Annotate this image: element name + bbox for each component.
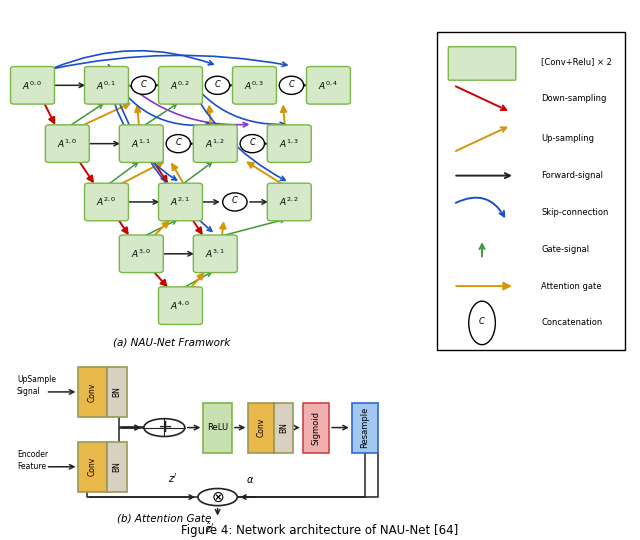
FancyBboxPatch shape xyxy=(232,66,276,104)
FancyBboxPatch shape xyxy=(159,66,202,104)
Text: Sigmoid: Sigmoid xyxy=(312,410,321,444)
Text: Skip-connection: Skip-connection xyxy=(541,208,609,217)
Text: BN: BN xyxy=(280,422,289,433)
FancyBboxPatch shape xyxy=(303,403,329,453)
FancyBboxPatch shape xyxy=(268,125,311,163)
FancyBboxPatch shape xyxy=(193,235,237,273)
FancyBboxPatch shape xyxy=(107,367,127,417)
FancyBboxPatch shape xyxy=(268,183,311,221)
Text: $\alpha$: $\alpha$ xyxy=(246,475,255,485)
FancyBboxPatch shape xyxy=(119,125,163,163)
FancyBboxPatch shape xyxy=(78,442,107,492)
FancyBboxPatch shape xyxy=(193,125,237,163)
Text: C: C xyxy=(289,79,294,89)
Text: $z^l$: $z^l$ xyxy=(168,471,178,485)
FancyBboxPatch shape xyxy=(84,66,129,104)
Text: $A^{1,1}$: $A^{1,1}$ xyxy=(131,138,151,150)
Text: Signal: Signal xyxy=(17,387,41,396)
FancyBboxPatch shape xyxy=(204,403,232,453)
FancyBboxPatch shape xyxy=(307,66,351,104)
Text: $A^{2,0}$: $A^{2,0}$ xyxy=(97,196,116,208)
Text: BN: BN xyxy=(113,461,122,472)
FancyBboxPatch shape xyxy=(78,367,107,417)
Text: BN: BN xyxy=(113,387,122,397)
Text: (a) NAU-Net Framwork: (a) NAU-Net Framwork xyxy=(113,338,230,348)
Text: Conv: Conv xyxy=(257,418,266,437)
Text: [Conv+Relu] × 2: [Conv+Relu] × 2 xyxy=(541,57,612,66)
FancyBboxPatch shape xyxy=(107,442,127,492)
Text: $A^{1,0}$: $A^{1,0}$ xyxy=(57,138,77,150)
Text: $A^{0,3}$: $A^{0,3}$ xyxy=(244,79,264,91)
Text: C: C xyxy=(141,79,147,89)
Text: ReLU: ReLU xyxy=(207,423,228,432)
Text: C: C xyxy=(232,196,238,205)
Circle shape xyxy=(131,76,156,94)
Circle shape xyxy=(240,134,264,153)
Text: $A^{2,1}$: $A^{2,1}$ xyxy=(170,196,191,208)
Text: $A^{3,1}$: $A^{3,1}$ xyxy=(205,248,225,260)
Circle shape xyxy=(223,193,247,211)
Text: $A^{4,0}$: $A^{4,0}$ xyxy=(170,300,191,312)
Text: +: + xyxy=(157,417,172,436)
FancyBboxPatch shape xyxy=(119,235,163,273)
Text: Down-sampling: Down-sampling xyxy=(541,94,607,103)
FancyBboxPatch shape xyxy=(352,403,378,453)
Text: Resample: Resample xyxy=(360,407,369,448)
Text: Attention gate: Attention gate xyxy=(541,281,602,291)
Circle shape xyxy=(144,418,185,436)
Text: Conv: Conv xyxy=(88,382,97,402)
FancyBboxPatch shape xyxy=(10,66,54,104)
Text: $A^{0,1}$: $A^{0,1}$ xyxy=(97,79,116,91)
Text: C: C xyxy=(479,317,485,326)
FancyBboxPatch shape xyxy=(159,287,202,325)
Circle shape xyxy=(166,134,191,153)
FancyBboxPatch shape xyxy=(84,183,129,221)
Circle shape xyxy=(468,301,495,345)
Text: $\hat{z}^l$: $\hat{z}^l$ xyxy=(205,521,214,535)
Text: $A^{0,4}$: $A^{0,4}$ xyxy=(318,79,339,91)
Text: Forward-signal: Forward-signal xyxy=(541,171,604,180)
Text: C: C xyxy=(250,138,255,147)
Circle shape xyxy=(198,489,237,505)
Text: Figure 4: Network architecture of NAU-Net [64]: Figure 4: Network architecture of NAU-Ne… xyxy=(181,524,459,537)
FancyBboxPatch shape xyxy=(248,403,275,453)
Text: Up-sampling: Up-sampling xyxy=(541,134,595,143)
Text: Concatenation: Concatenation xyxy=(541,319,603,327)
FancyBboxPatch shape xyxy=(437,32,625,350)
Text: Encoder: Encoder xyxy=(17,450,48,459)
Text: $A^{0,0}$: $A^{0,0}$ xyxy=(22,79,43,91)
Text: $A^{1,3}$: $A^{1,3}$ xyxy=(279,138,300,150)
FancyBboxPatch shape xyxy=(448,47,516,80)
Circle shape xyxy=(205,76,230,94)
Text: $A^{3,0}$: $A^{3,0}$ xyxy=(131,248,152,260)
Text: C: C xyxy=(175,138,181,147)
Text: Conv: Conv xyxy=(88,457,97,476)
FancyBboxPatch shape xyxy=(159,183,202,221)
Text: ⊗: ⊗ xyxy=(211,490,224,504)
Text: UpSample: UpSample xyxy=(17,375,56,384)
Text: (b) Attention Gate: (b) Attention Gate xyxy=(117,514,212,524)
Text: Feature: Feature xyxy=(17,462,46,471)
Circle shape xyxy=(279,76,303,94)
FancyBboxPatch shape xyxy=(275,403,293,453)
Text: $A^{1,2}$: $A^{1,2}$ xyxy=(205,138,225,150)
FancyBboxPatch shape xyxy=(45,125,90,163)
Text: Gate-signal: Gate-signal xyxy=(541,245,589,254)
Text: $A^{0,2}$: $A^{0,2}$ xyxy=(170,79,191,91)
Text: $A^{2,2}$: $A^{2,2}$ xyxy=(279,196,300,208)
Text: C: C xyxy=(214,79,220,89)
